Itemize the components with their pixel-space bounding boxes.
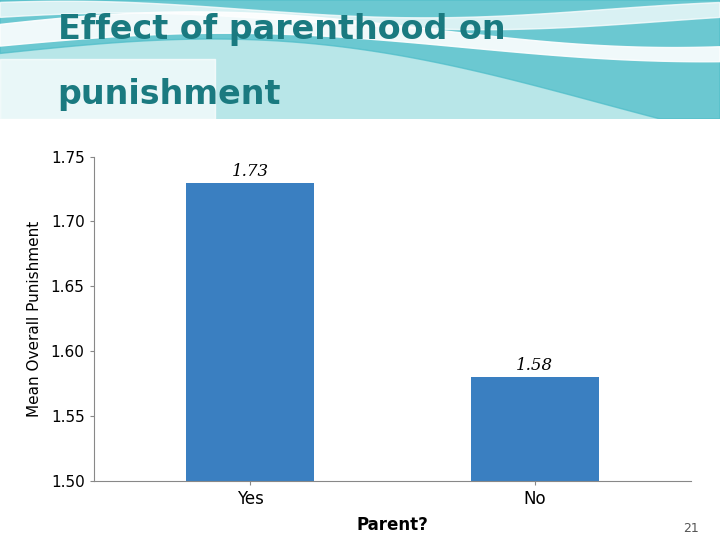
Text: 1.73: 1.73: [232, 163, 269, 180]
Text: punishment: punishment: [58, 78, 281, 111]
Bar: [186, 183, 314, 481]
Text: 21: 21: [683, 522, 698, 535]
Bar: [471, 377, 599, 481]
Text: 1.58: 1.58: [516, 357, 553, 374]
X-axis label: Parent?: Parent?: [356, 516, 428, 534]
Y-axis label: Mean Overall Punishment: Mean Overall Punishment: [27, 220, 42, 417]
Text: Effect of parenthood on: Effect of parenthood on: [58, 14, 505, 46]
